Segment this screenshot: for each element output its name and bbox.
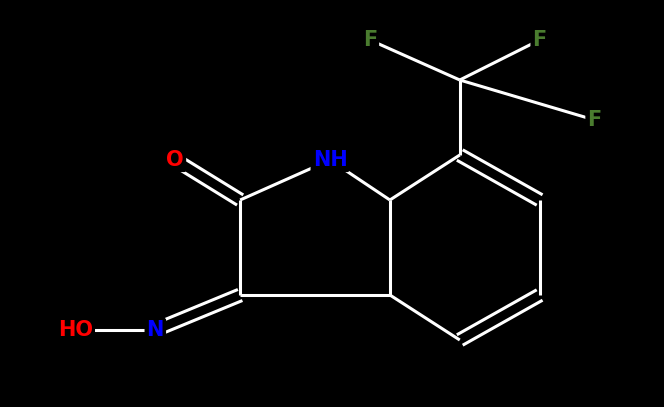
Text: F: F bbox=[533, 30, 546, 50]
Text: N: N bbox=[147, 320, 164, 340]
Text: F: F bbox=[588, 110, 602, 130]
Text: F: F bbox=[363, 30, 377, 50]
Text: O: O bbox=[167, 150, 184, 170]
Text: HO: HO bbox=[58, 320, 93, 340]
Text: NH: NH bbox=[313, 150, 347, 170]
